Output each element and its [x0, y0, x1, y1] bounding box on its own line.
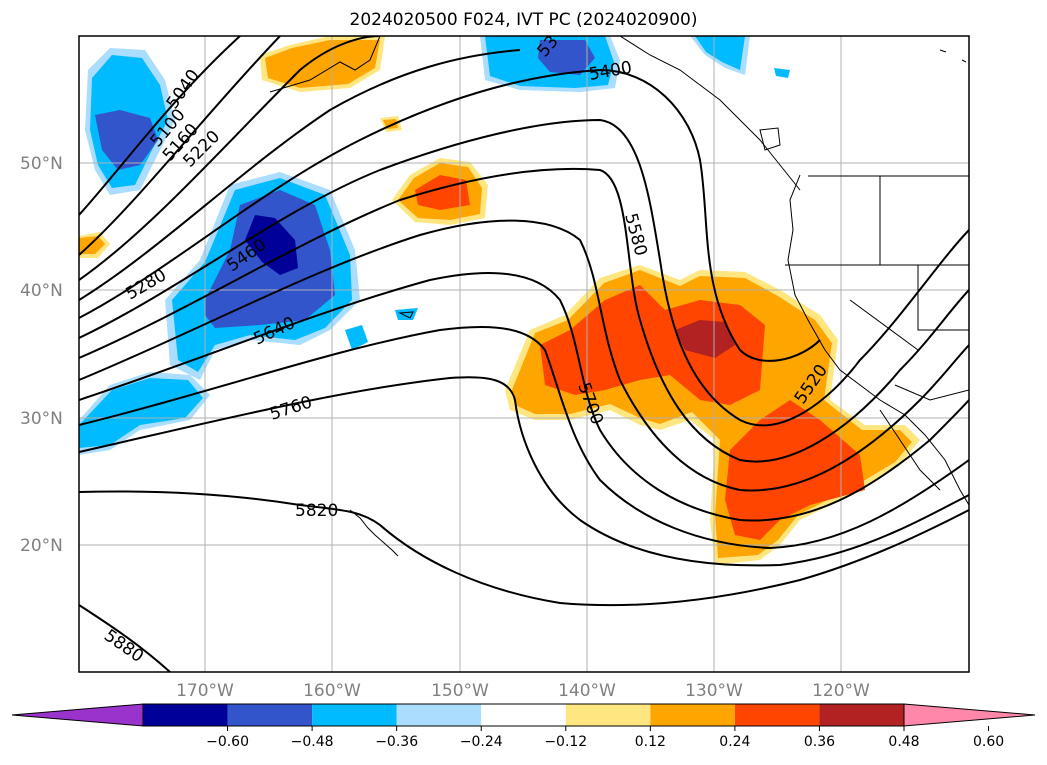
colorbar-segment [650, 704, 735, 726]
colorbar-tick-label: 0.48 [888, 734, 919, 750]
negative-anomaly-shading [79, 36, 790, 455]
pos-area-east-strong [540, 285, 765, 405]
colorbar-tick-label: 0.12 [635, 734, 666, 750]
colorbar-segment [734, 704, 820, 726]
map-title: 2024020500 F024, IVT PC (2024020900) [349, 10, 698, 30]
map-frame [78, 35, 970, 673]
lat-label: 20°N [20, 536, 63, 556]
contour-line [79, 376, 969, 567]
colorbar-tick-label: −0.48 [291, 734, 334, 750]
lat-label: 40°N [20, 281, 63, 301]
colorbar-segment [481, 704, 566, 726]
colorbar-segment [565, 704, 651, 726]
colorbar-segment [143, 704, 228, 726]
colorbar-tick-label: −0.36 [375, 734, 418, 750]
contour-line [79, 118, 969, 427]
lat-label: 30°N [20, 409, 63, 429]
colorbar-segment [396, 704, 482, 726]
colorbar-tick-label: 0.24 [719, 734, 750, 750]
colorbar-tick-label: −0.12 [544, 734, 587, 750]
hawaii-islands [349, 509, 399, 557]
colorbar-frame [142, 703, 905, 727]
contour-line [79, 167, 969, 463]
contour-line [79, 490, 969, 607]
positive-anomaly-shading [79, 36, 920, 565]
colorbar-extend-low [11, 703, 144, 727]
contour-line [79, 36, 281, 256]
contour-line [79, 36, 241, 216]
lon-label: 130°W [685, 681, 743, 701]
coastlines [269, 36, 969, 557]
us-states [785, 176, 969, 401]
contour-line [79, 604, 171, 672]
neg-area-alaska-mid [695, 36, 745, 70]
contour-line [79, 36, 381, 281]
contour-line [79, 49, 521, 301]
lon-label: 160°W [303, 681, 361, 701]
colorbar-segment [227, 704, 313, 726]
neg-area-small-1 [345, 325, 368, 350]
neg-area-northwest-core [95, 110, 158, 170]
island-3 [939, 49, 947, 53]
contour-line [79, 68, 821, 362]
longitude-labels: 170°W 160°W 150°W 140°W 130°W 120°W [176, 681, 870, 701]
contour-line [79, 325, 969, 550]
north-america-coast [787, 174, 969, 506]
neg-area-north-central-core [538, 40, 595, 75]
lon-label: 120°W [812, 681, 870, 701]
colorbar-tick-label: 0.60 [973, 734, 1004, 750]
colorbar-segment [312, 704, 397, 726]
island-4 [961, 59, 967, 63]
neg-area-central-core [245, 215, 298, 275]
contour-label: 5820 [295, 501, 338, 521]
lon-label: 150°W [431, 681, 489, 701]
contour-line [79, 271, 969, 522]
neg-area-small-3 [774, 68, 790, 78]
colorbar-extend-high [903, 703, 1036, 727]
colorbar-segment [819, 704, 904, 726]
island-1 [398, 311, 414, 319]
neg-area-southwest-mid [79, 378, 203, 448]
lon-label: 170°W [176, 681, 234, 701]
latitude-labels: 50°N 40°N 30°N 20°N [20, 154, 63, 556]
alaska-coast [269, 36, 381, 93]
neg-area-small-2 [395, 308, 418, 320]
pos-area-east-core [675, 320, 735, 358]
contour-line [79, 219, 969, 492]
colorbar: −0.60 −0.48 −0.36 −0.24 −0.12 0.12 0.24 0.36 0.4… [11, 703, 1036, 750]
height-contours [79, 36, 969, 672]
lon-label: 140°W [558, 681, 616, 701]
island-2 [759, 127, 781, 151]
alaska-panhandle [619, 36, 801, 191]
colorbar-tick-label: 0.36 [804, 734, 835, 750]
colorbar-tick-label: −0.60 [206, 734, 249, 750]
colorbar-tick-label: −0.24 [460, 734, 503, 750]
lat-label: 50°N [20, 154, 63, 174]
